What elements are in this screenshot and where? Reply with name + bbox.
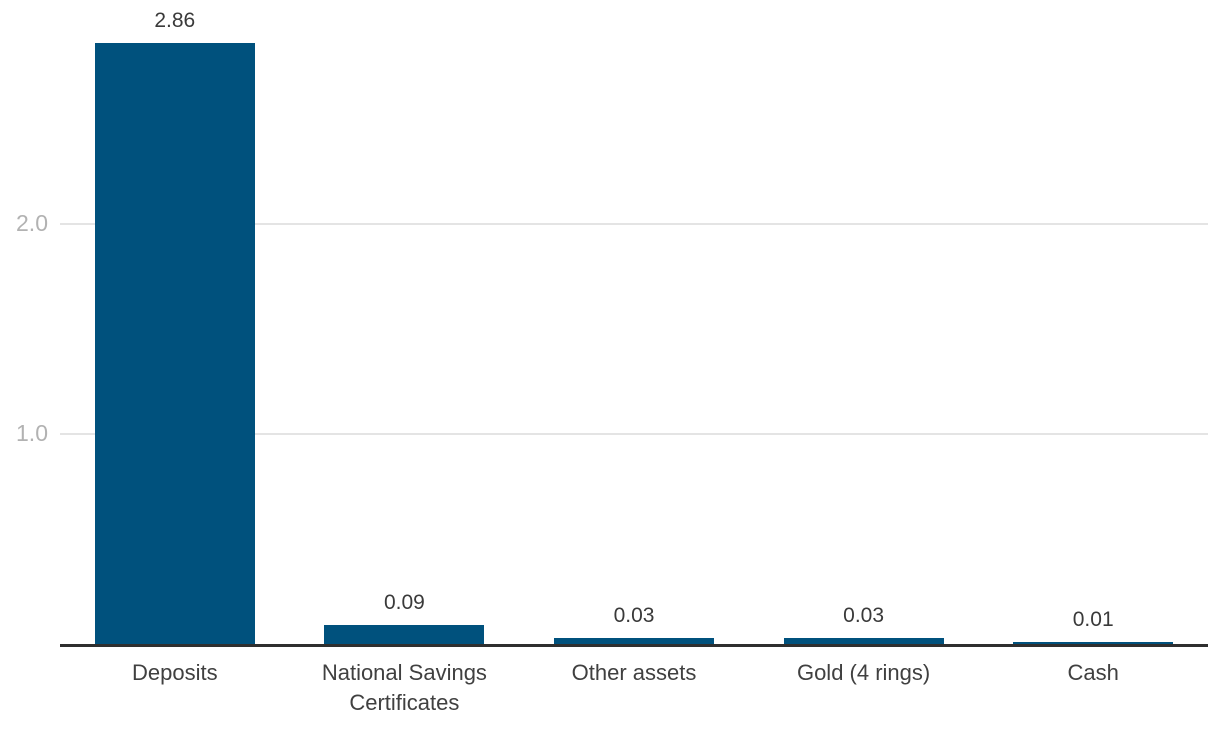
y-tick-label: 1.0 — [16, 419, 48, 446]
bar — [554, 638, 714, 644]
x-tick-label: Deposits — [132, 660, 218, 685]
bar — [1013, 642, 1174, 644]
bar — [94, 43, 255, 644]
bar-value-label: 0.01 — [1072, 608, 1114, 631]
y-tick-label: 2.0 — [16, 209, 48, 236]
bar-value-label: 0.03 — [843, 604, 885, 627]
x-tick-label: Gold (4 rings) — [796, 660, 931, 685]
bar-value-label: 0.03 — [613, 604, 655, 627]
x-tick-label: Cash — [1067, 660, 1119, 685]
bar — [324, 625, 485, 644]
x-axis-line — [60, 644, 1208, 647]
bar-value-label: 2.86 — [154, 9, 196, 32]
x-tick-label: National Savings Certificates — [321, 660, 487, 715]
bar-value-label: 0.09 — [383, 591, 425, 614]
gridline — [60, 223, 1208, 225]
gridline — [60, 433, 1208, 435]
x-tick-label: Other assets — [571, 660, 697, 685]
bar — [783, 638, 944, 644]
